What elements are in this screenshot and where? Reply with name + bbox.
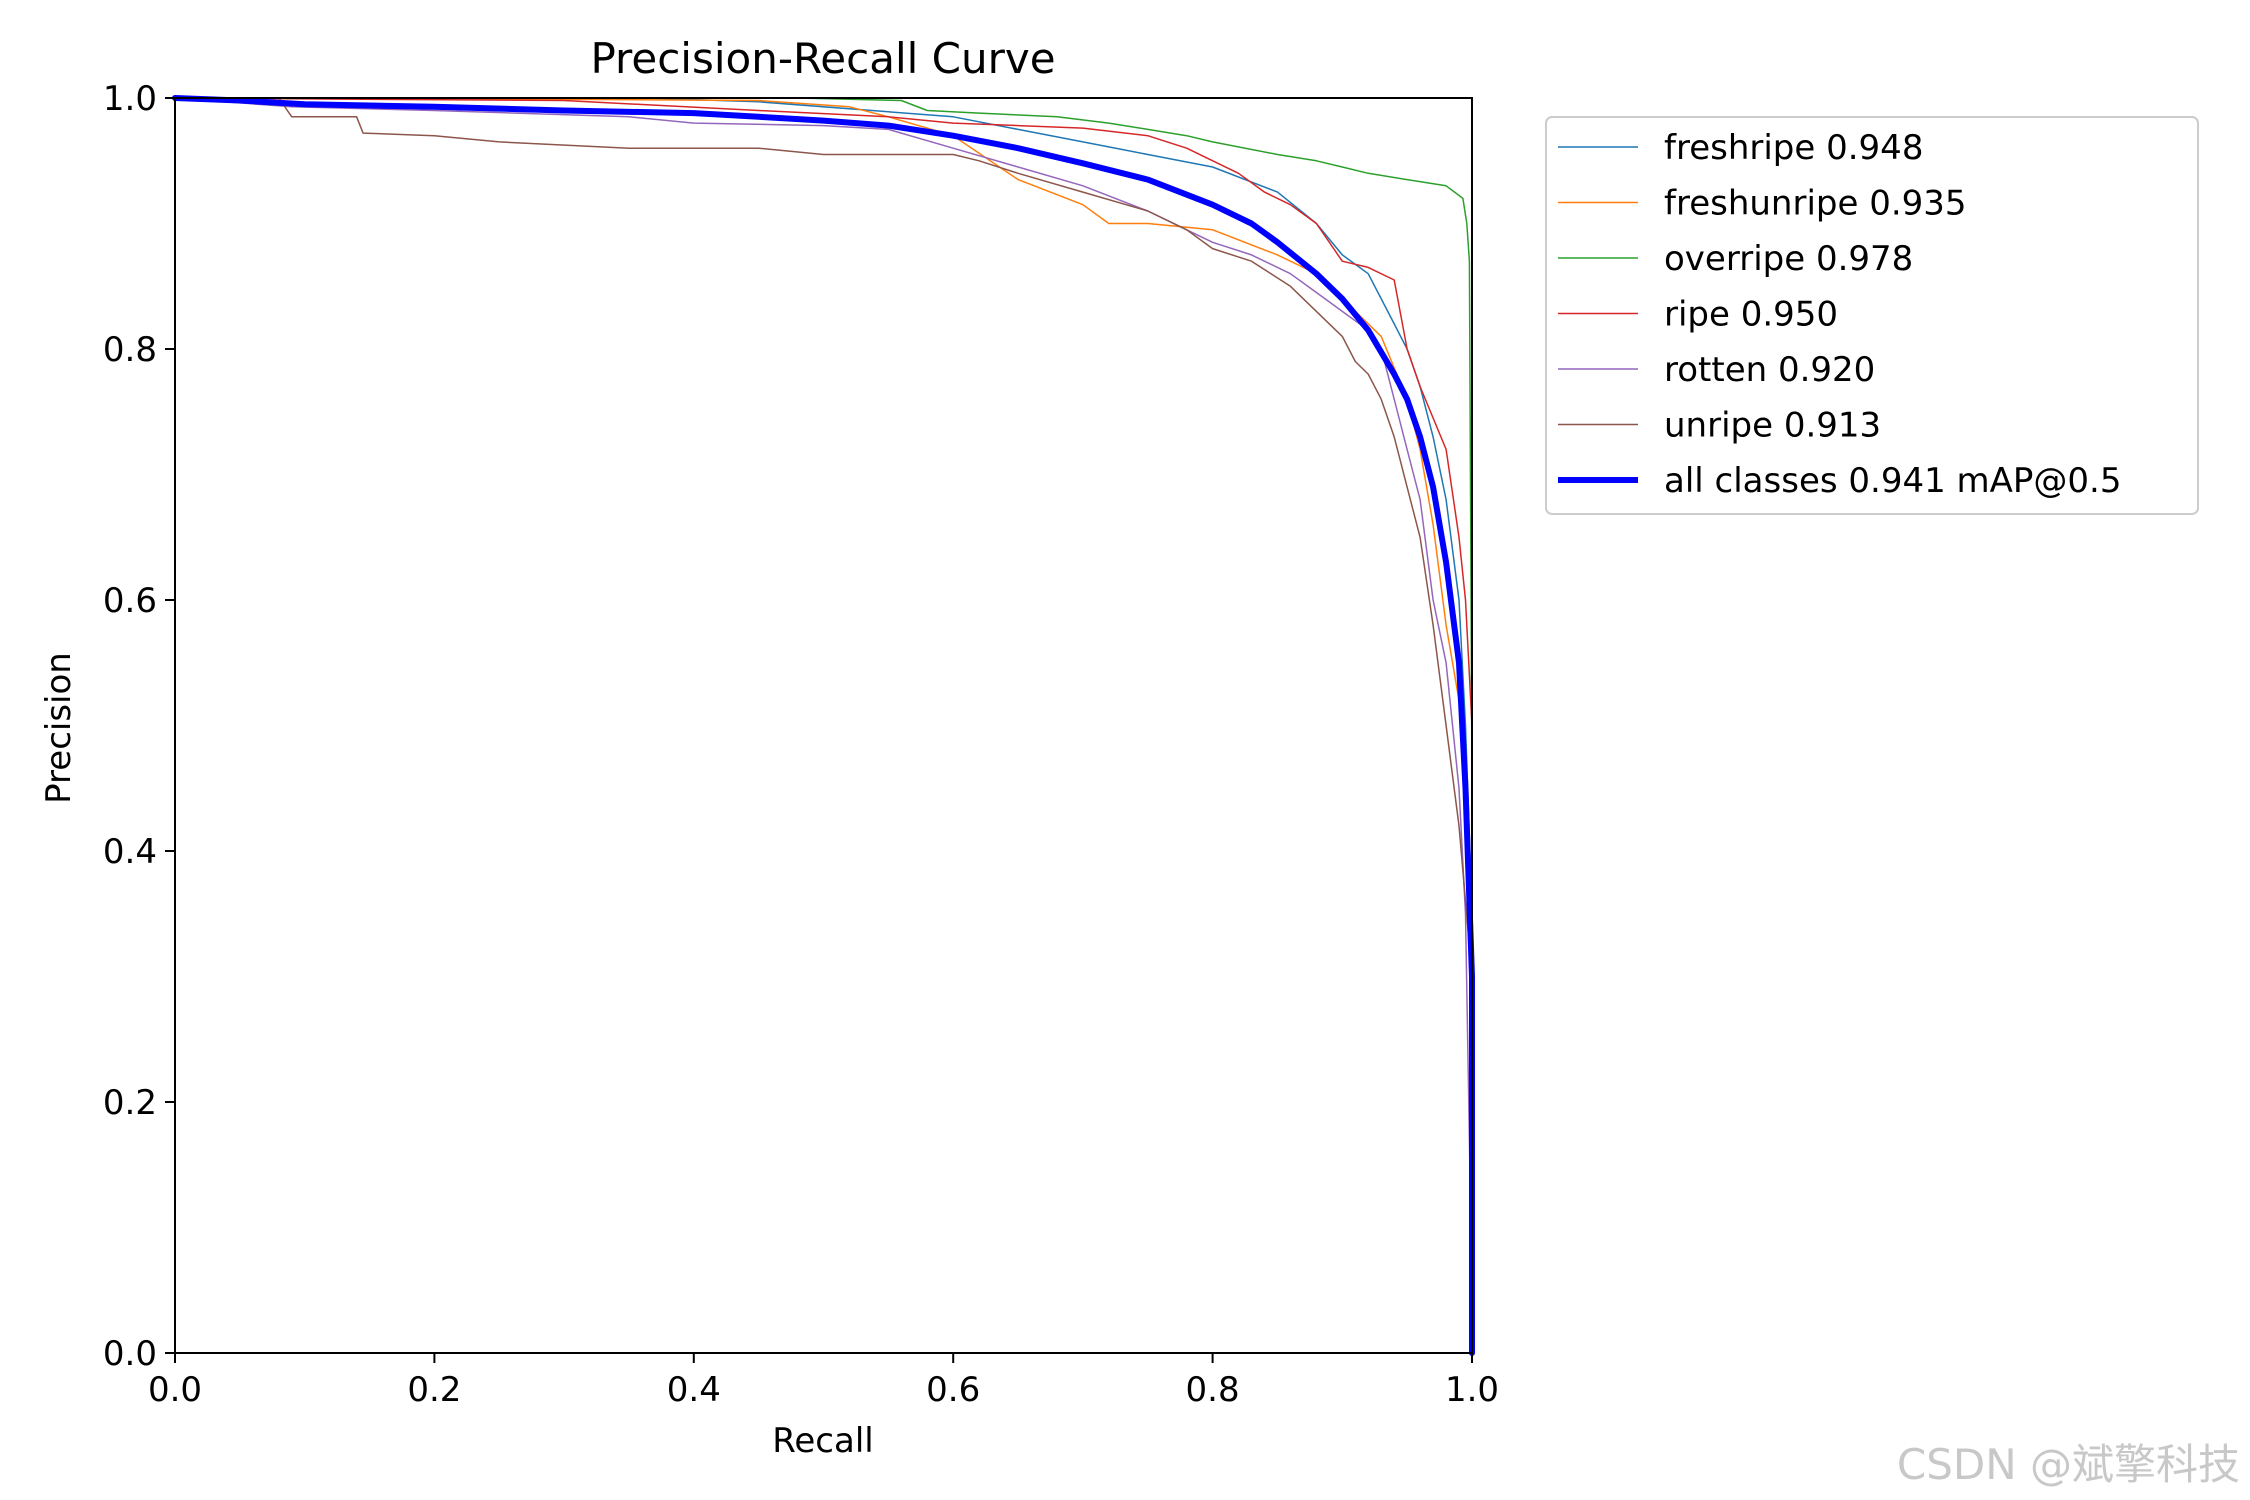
axis-ticks: 0.0 0.2 0.4 0.6 0.8 1.0 0.0 0.2 0.4 0.6 0.8 1.0 bbox=[103, 79, 1499, 1410]
y-tick-label: 0.4 bbox=[103, 832, 157, 872]
y-tick-label: 0.0 bbox=[103, 1334, 157, 1374]
y-tick-label: 0.6 bbox=[103, 581, 157, 621]
series-line-6 bbox=[174, 97, 1473, 1354]
series-line-3 bbox=[174, 97, 1473, 1354]
series-line-1 bbox=[174, 97, 1473, 1354]
x-tick-label: 0.8 bbox=[1186, 1370, 1240, 1410]
x-tick-label: 0.6 bbox=[926, 1370, 980, 1410]
plot-area-frame bbox=[174, 97, 1473, 1354]
legend-entry-label: freshripe 0.948 bbox=[1664, 128, 1923, 168]
x-tick-label: 0.2 bbox=[407, 1370, 461, 1410]
series-layer bbox=[172, 95, 1475, 1356]
legend-entry-label: all classes 0.941 mAP@0.5 bbox=[1664, 461, 2121, 501]
x-tick-label: 0.0 bbox=[148, 1370, 202, 1410]
y-tick-label: 0.8 bbox=[103, 330, 157, 370]
chart-title: Precision-Recall Curve bbox=[590, 34, 1055, 83]
series-line-4 bbox=[174, 97, 1473, 1354]
legend-entry-label: rotten 0.920 bbox=[1664, 350, 1875, 390]
y-axis-label: Precision bbox=[39, 652, 79, 804]
legend-entry-label: unripe 0.913 bbox=[1664, 406, 1881, 446]
watermark: CSDN @斌擎科技 bbox=[1896, 1440, 2240, 1489]
series-line-2 bbox=[174, 97, 1473, 1354]
legend: freshripe 0.948 freshunripe 0.935 overripe… bbox=[1545, 116, 2199, 515]
x-axis-label: Recall bbox=[772, 1421, 873, 1461]
y-tick-label: 1.0 bbox=[103, 79, 157, 119]
x-tick-label: 1.0 bbox=[1445, 1370, 1499, 1410]
series-line-7 bbox=[172, 95, 1475, 1356]
series-line-5 bbox=[174, 97, 1473, 1354]
legend-entry-label: ripe 0.950 bbox=[1664, 295, 1838, 335]
legend-entry-label: freshunripe 0.935 bbox=[1664, 184, 1967, 224]
legend-entry-label: overripe 0.978 bbox=[1664, 239, 1913, 279]
y-tick-label: 0.2 bbox=[103, 1083, 157, 1123]
x-tick-label: 0.4 bbox=[667, 1370, 721, 1410]
legend-box bbox=[1545, 116, 2199, 515]
